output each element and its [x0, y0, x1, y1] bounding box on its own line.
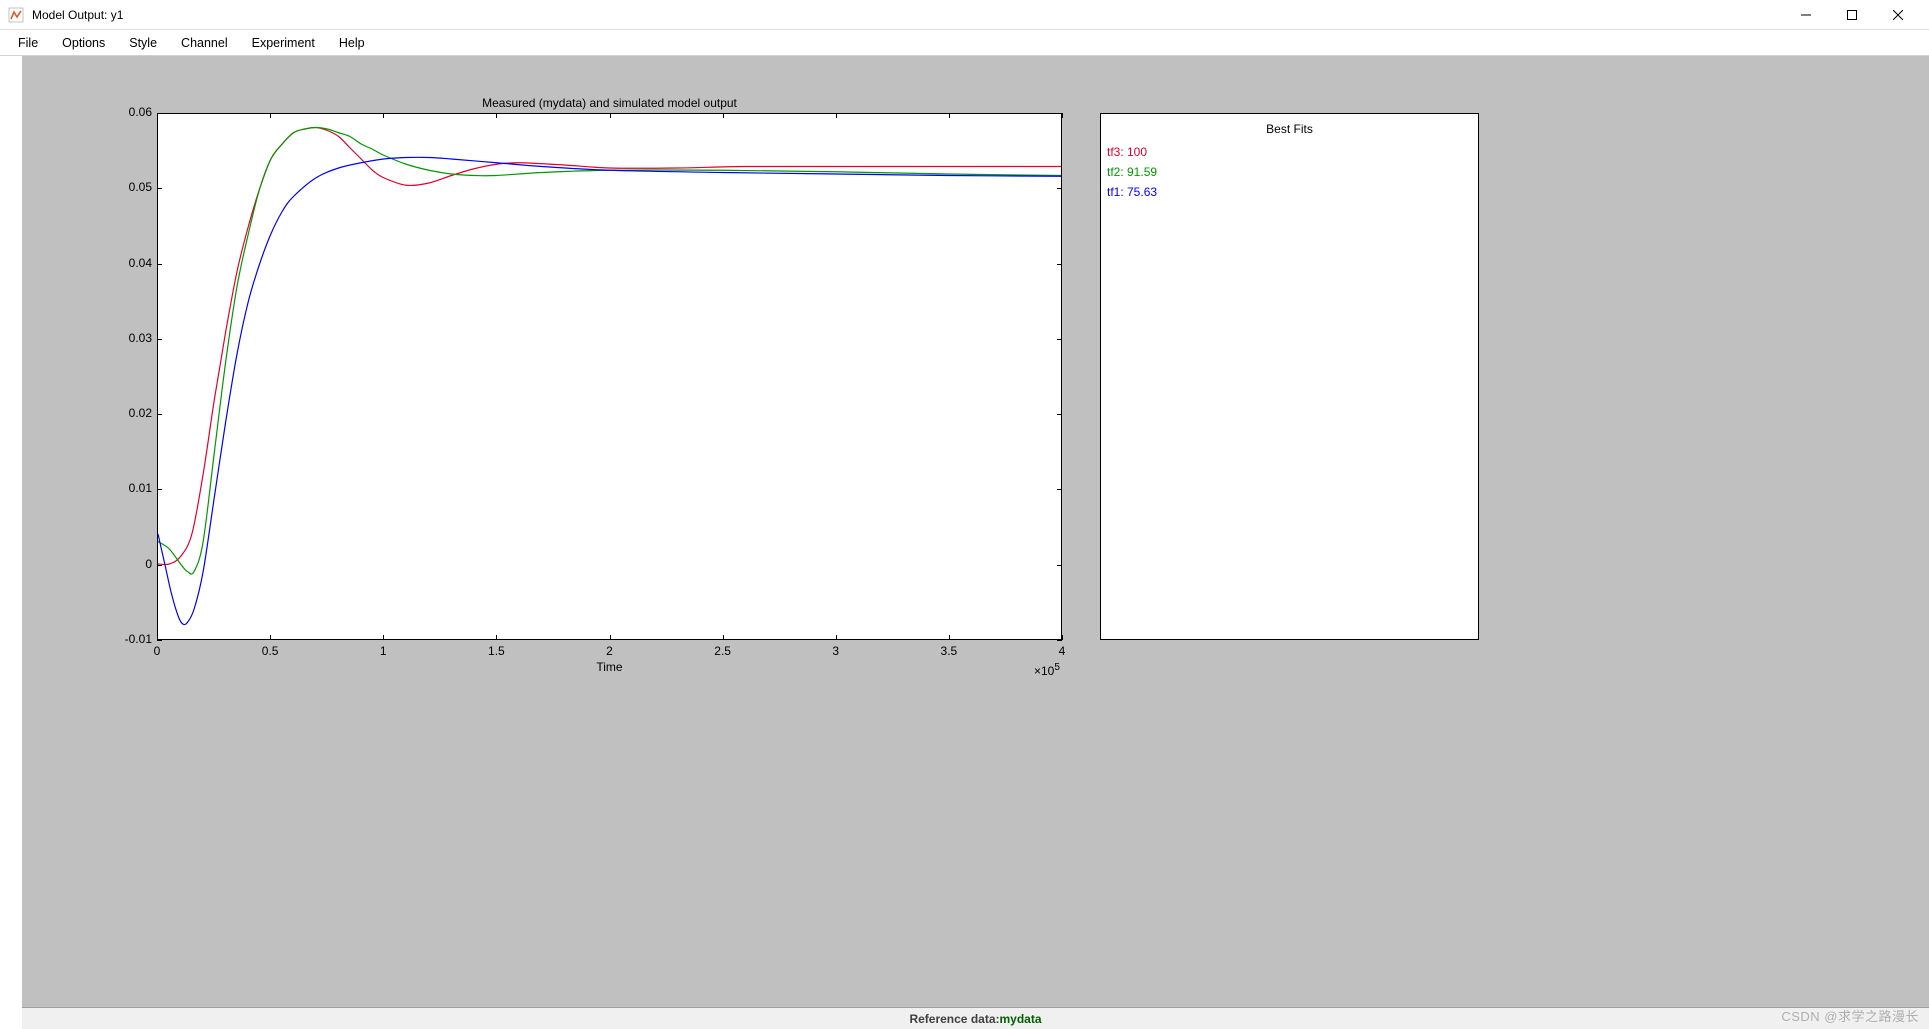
xtick-mark-top: [383, 113, 384, 118]
xtick-mark: [157, 635, 158, 640]
xtick-label: 1: [363, 644, 403, 658]
menu-file[interactable]: File: [8, 33, 48, 53]
ytick-label: 0.02: [102, 406, 152, 420]
statusbar: Reference data: mydata: [22, 1007, 1929, 1029]
series-tf2[interactable]: [158, 128, 1061, 575]
statusbar-ref-name: mydata: [1000, 1012, 1042, 1026]
menubar: FileOptionsStyleChannelExperimentHelp: [0, 30, 1929, 56]
ytick-label: 0.04: [102, 256, 152, 270]
legend-item-0[interactable]: tf3: 100: [1105, 142, 1474, 162]
ytick-mark-right: [1057, 188, 1062, 189]
xtick-label: 2.5: [703, 644, 743, 658]
close-button[interactable]: [1875, 0, 1921, 30]
menu-channel[interactable]: Channel: [171, 33, 238, 53]
content-area: Measured (mydata) and simulated model ou…: [22, 56, 1929, 1029]
xtick-mark: [949, 635, 950, 640]
ytick-label: 0.05: [102, 180, 152, 194]
ytick-mark: [157, 414, 162, 415]
xtick-mark-top: [157, 113, 158, 118]
chart-x-exponent: ×105: [1034, 662, 1060, 678]
ytick-label: 0.06: [102, 105, 152, 119]
ytick-mark-right: [1057, 640, 1062, 641]
ytick-mark: [157, 264, 162, 265]
xtick-mark: [723, 635, 724, 640]
ytick-mark-right: [1057, 489, 1062, 490]
xtick-label: 2: [590, 644, 630, 658]
xtick-mark-top: [496, 113, 497, 118]
minimize-button[interactable]: [1783, 0, 1829, 30]
xtick-mark: [496, 635, 497, 640]
legend-item-2[interactable]: tf1: 75.63: [1105, 182, 1474, 202]
chart-xlabel: Time: [157, 660, 1062, 674]
xtick-mark-top: [1062, 113, 1063, 118]
chart-panel[interactable]: [157, 113, 1062, 640]
xtick-mark: [836, 635, 837, 640]
maximize-button[interactable]: [1829, 0, 1875, 30]
menu-options[interactable]: Options: [52, 33, 115, 53]
menu-style[interactable]: Style: [119, 33, 167, 53]
series-tf3[interactable]: [158, 127, 1061, 564]
left-strip: [0, 56, 22, 1029]
xtick-mark-top: [723, 113, 724, 118]
ytick-label: 0: [102, 557, 152, 571]
titlebar: Model Output: y1: [0, 0, 1929, 30]
xtick-label: 1.5: [476, 644, 516, 658]
window-title: Model Output: y1: [32, 8, 1783, 22]
xtick-mark: [1062, 635, 1063, 640]
ytick-mark: [157, 489, 162, 490]
window-controls: [1783, 0, 1921, 30]
ytick-mark-right: [1057, 339, 1062, 340]
ytick-mark-right: [1057, 565, 1062, 566]
xtick-mark: [610, 635, 611, 640]
xtick-label: 3.5: [929, 644, 969, 658]
ytick-mark-right: [1057, 264, 1062, 265]
watermark: CSDN @求学之路漫长: [1781, 1006, 1919, 1025]
series-tf1[interactable]: [158, 157, 1061, 624]
menu-help[interactable]: Help: [329, 33, 375, 53]
menu-experiment[interactable]: Experiment: [242, 33, 325, 53]
ytick-mark-right: [1057, 414, 1062, 415]
xtick-mark: [383, 635, 384, 640]
app-icon: [8, 7, 24, 23]
xtick-mark-top: [610, 113, 611, 118]
legend-title: Best Fits: [1105, 122, 1474, 136]
xtick-mark-top: [836, 113, 837, 118]
ytick-mark: [157, 188, 162, 189]
statusbar-ref-label: Reference data:: [909, 1012, 999, 1026]
ytick-mark: [157, 640, 162, 641]
chart-title: Measured (mydata) and simulated model ou…: [157, 96, 1062, 110]
xtick-label: 3: [816, 644, 856, 658]
ytick-mark: [157, 565, 162, 566]
xtick-label: 0: [137, 644, 177, 658]
chart-svg: [158, 114, 1061, 639]
ytick-label: 0.03: [102, 331, 152, 345]
xtick-mark: [270, 635, 271, 640]
ytick-label: 0.01: [102, 481, 152, 495]
ytick-mark: [157, 339, 162, 340]
xtick-mark-top: [949, 113, 950, 118]
legend-item-1[interactable]: tf2: 91.59: [1105, 162, 1474, 182]
xtick-label: 4: [1042, 644, 1082, 658]
xtick-label: 0.5: [250, 644, 290, 658]
legend-panel[interactable]: Best Fits tf3: 100tf2: 91.59tf1: 75.63: [1100, 113, 1479, 640]
xtick-mark-top: [270, 113, 271, 118]
